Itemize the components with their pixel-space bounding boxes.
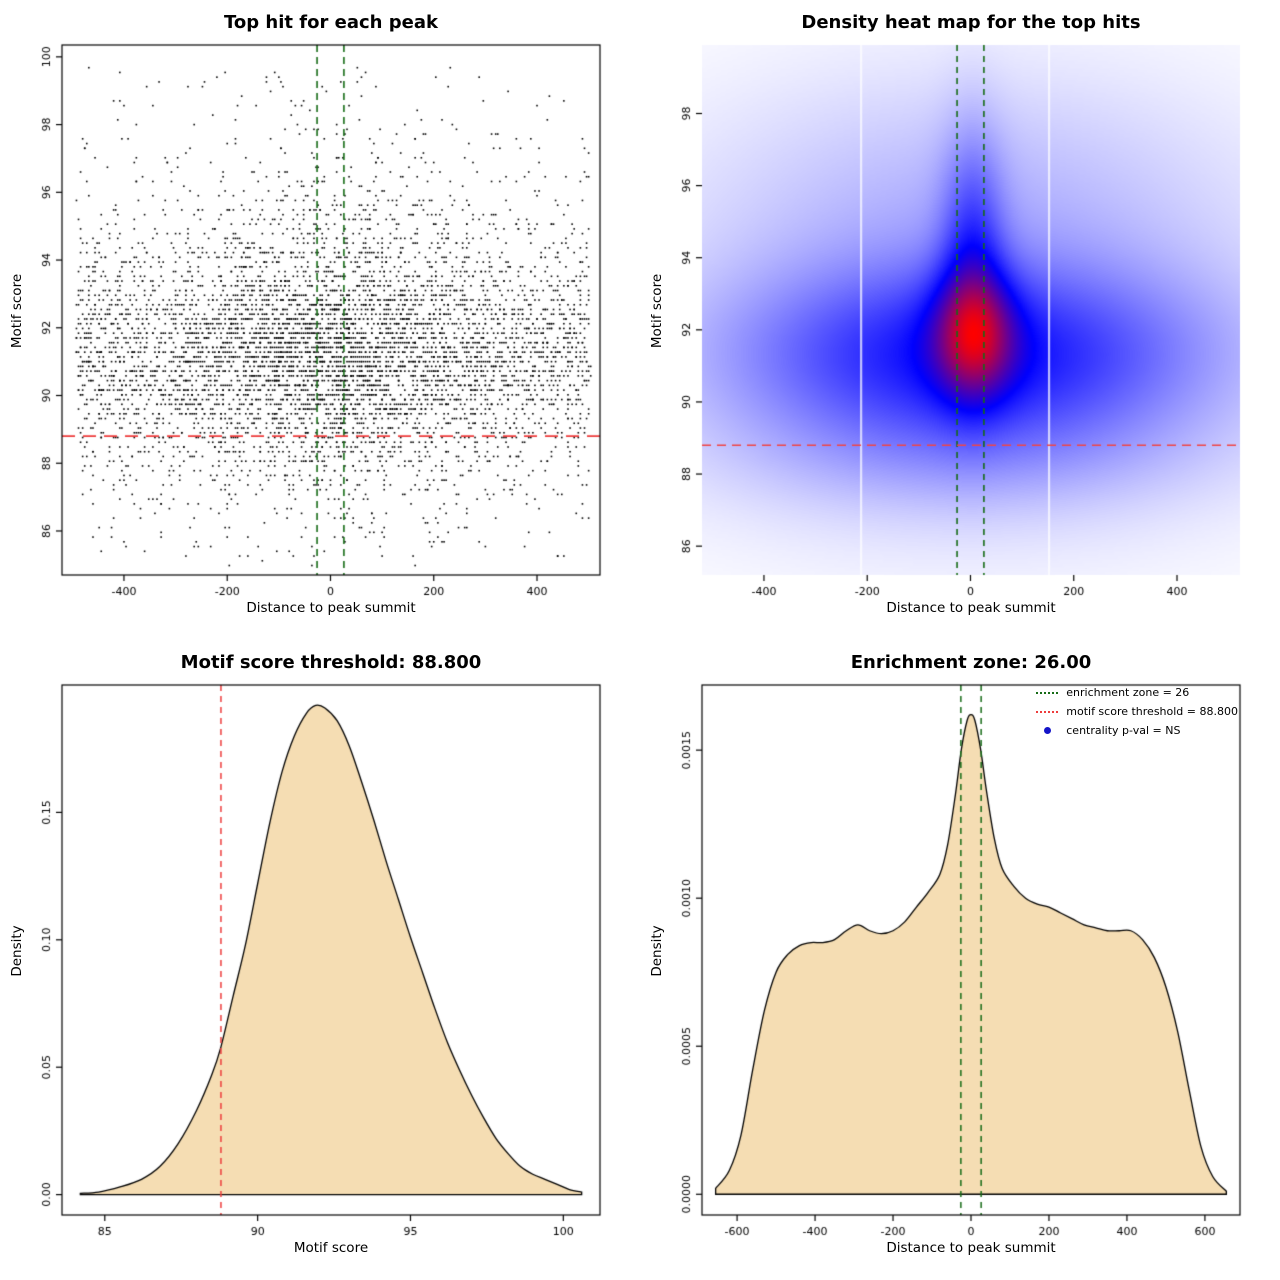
- legend-item-centrality-pval: centrality p-val = NS: [1036, 724, 1238, 737]
- blue-dot-icon: [1044, 727, 1052, 734]
- legend-item-motif-threshold: motif score threshold = 88.800: [1036, 705, 1238, 718]
- distance-density-xlabel: Distance to peak summit: [886, 1240, 1056, 1256]
- legend-label: motif score threshold = 88.800: [1066, 705, 1238, 718]
- chart-legend: enrichment zone = 26 motif score thresho…: [1036, 686, 1238, 737]
- green-dotted-line-icon: [1036, 691, 1059, 694]
- distance-density-ylabel: Density: [649, 925, 665, 977]
- red-dotted-line-icon: [1036, 710, 1059, 713]
- panel-density-heatmap: Density heat map for the top hits Distan…: [640, 0, 1280, 640]
- heatmap-ylabel: Motif score: [649, 273, 665, 349]
- score-density-ylabel: Density: [9, 925, 25, 977]
- heatmap-plot-canvas: [640, 0, 1280, 640]
- panel-distance-density: Enrichment zone: 26.00 Distance to peak …: [640, 640, 1280, 1280]
- panel-score-density: Motif score threshold: 88.800 Motif scor…: [0, 640, 640, 1280]
- scatter-xlabel: Distance to peak summit: [246, 600, 416, 616]
- heatmap-xlabel: Distance to peak summit: [886, 600, 1056, 616]
- legend-label: centrality p-val = NS: [1066, 724, 1181, 737]
- legend-item-enrichment-zone: enrichment zone = 26: [1036, 686, 1238, 699]
- score-density-canvas: [0, 640, 640, 1280]
- legend-label: enrichment zone = 26: [1066, 686, 1190, 699]
- score-density-xlabel: Motif score: [293, 1240, 369, 1256]
- scatter-ylabel: Motif score: [9, 273, 25, 349]
- scatter-plot-canvas: [0, 0, 640, 640]
- panel-top-hit-scatter: Top hit for each peak Distance to peak s…: [0, 0, 640, 640]
- distance-density-canvas: [640, 640, 1280, 1280]
